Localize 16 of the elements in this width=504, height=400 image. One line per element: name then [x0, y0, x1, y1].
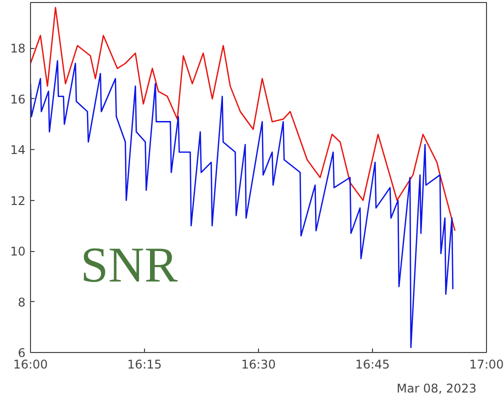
y-tick-label: 18	[10, 42, 26, 56]
y-tick-label: 16	[10, 92, 26, 106]
text: Mar 08, 2023	[396, 382, 477, 396]
x-tick-label: 16:45	[355, 358, 390, 372]
x-tick-label: 16:00	[13, 358, 48, 372]
line-series	[30, 60, 454, 348]
y-tick-label: 12	[10, 194, 26, 208]
y-tick-label: 14	[10, 143, 26, 158]
y-tick-label: 8	[18, 295, 26, 310]
x-tick-label: 16:30	[241, 358, 276, 372]
y-tick-label: 6	[18, 346, 26, 360]
x-tick-label: 16:15	[127, 358, 162, 372]
y-tick-label: 10	[10, 244, 26, 259]
line-series	[30, 6, 456, 232]
x-tick-label: 17:00	[469, 358, 504, 372]
annotation: SNR	[80, 236, 178, 292]
